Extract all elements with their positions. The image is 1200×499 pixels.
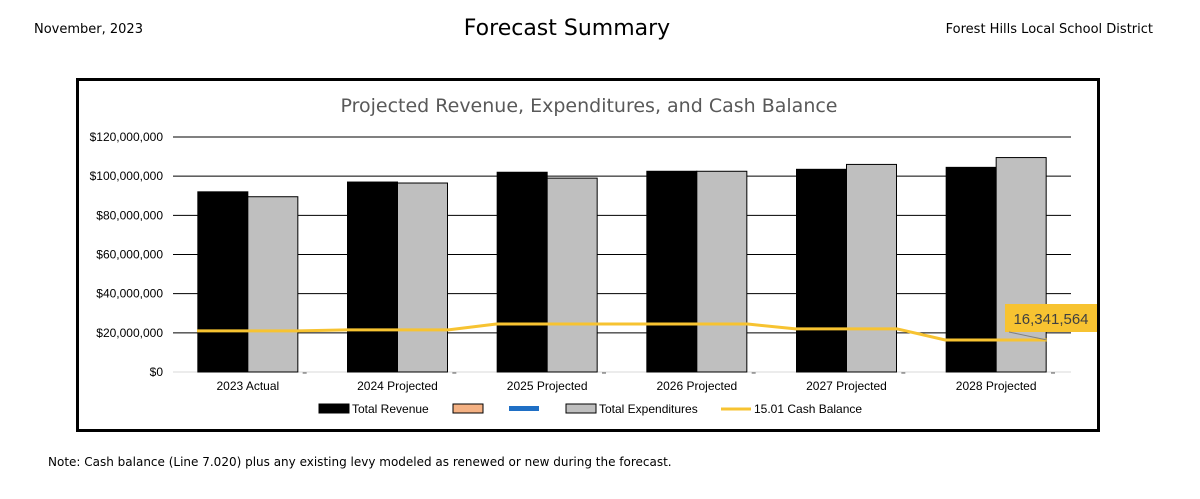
bars — [197, 157, 1047, 373]
footnote: Note: Cash balance (Line 7.020) plus any… — [48, 455, 672, 469]
legend-swatch — [509, 406, 539, 411]
legend-swatch — [452, 403, 484, 414]
x-tick-label: 2028 Projected — [956, 379, 1037, 393]
bar-revenue — [496, 171, 548, 373]
y-tick-label: $40,000,000 — [96, 287, 163, 301]
bar-expenditures — [995, 157, 1047, 373]
x-tick-label: 2025 Projected — [507, 379, 588, 393]
x-axis-ticks: 2023 Actual 2024 Projected 2025 Projected 2… — [216, 372, 1055, 393]
x-tick-label: 2027 Projected — [806, 379, 887, 393]
bar-revenue — [945, 166, 997, 373]
x-tick-label: 2026 Projected — [656, 379, 737, 393]
legend-label: 15.01 Cash Balance — [754, 402, 862, 416]
annotation-box — [1005, 304, 1097, 332]
chart-title: Projected Revenue, Expenditures, and Cas… — [340, 95, 837, 117]
y-tick-label: $80,000,000 — [96, 208, 163, 222]
district-name: Forest Hills Local School District — [945, 22, 1153, 37]
cash-balance-line — [197, 322, 1047, 342]
legend: Total Revenue Total Expenditures 15.01 Cas… — [318, 402, 862, 416]
bar-revenue — [197, 191, 249, 373]
annotation-leader — [1008, 331, 1048, 341]
x-tick-label: 2023 Actual — [216, 379, 279, 393]
legend-swatch — [565, 403, 597, 414]
forecast-chart: Projected Revenue, Expenditures, and Cas… — [90, 95, 1097, 416]
bar-expenditures — [546, 177, 598, 373]
bar-revenue — [347, 181, 398, 373]
bar-revenue — [796, 168, 847, 373]
y-axis-ticks: $0 $20,000,000 $40,000,000 $60,000,000 $80,0… — [90, 130, 164, 379]
annotation-label: 16,341,564 — [1013, 311, 1088, 328]
y-tick-label: $0 — [150, 365, 164, 379]
y-tick-label: $100,000,000 — [90, 169, 164, 183]
report-date: November, 2023 — [34, 22, 143, 37]
legend-label: Total Revenue — [352, 402, 429, 416]
page-title: Forecast Summary — [463, 16, 671, 41]
y-tick-label: $60,000,000 — [96, 248, 163, 262]
gridlines — [173, 136, 1071, 373]
bar-expenditures — [397, 182, 448, 373]
y-tick-label: $120,000,000 — [90, 130, 164, 144]
bar-expenditures — [696, 170, 748, 373]
bar-expenditures — [846, 163, 897, 373]
annotation-layer: 16,341,564 — [1005, 304, 1097, 341]
chart-frame: Projected Revenue, Expenditures, and Cas… — [76, 78, 1100, 432]
legend-label: Total Expenditures — [599, 402, 698, 416]
bar-expenditures — [247, 196, 299, 373]
legend-swatch — [318, 403, 350, 414]
bar-revenue — [646, 170, 698, 373]
y-tick-label: $20,000,000 — [96, 326, 163, 340]
cash-balance-line-layer — [197, 322, 1047, 342]
x-tick-label: 2024 Projected — [357, 379, 438, 393]
